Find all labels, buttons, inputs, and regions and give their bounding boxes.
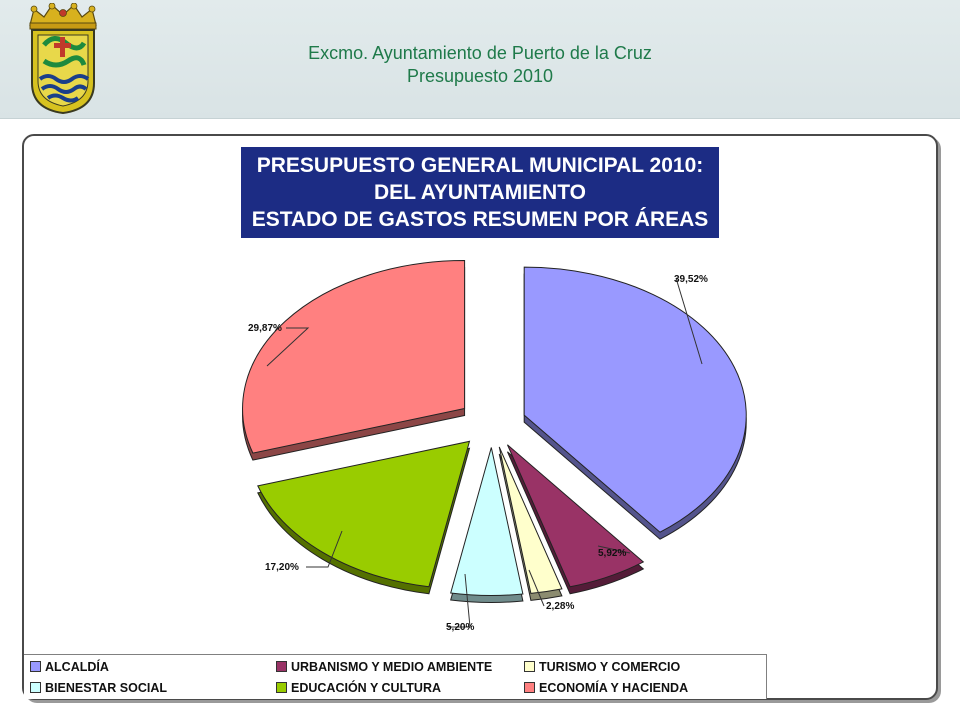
document-subtitle: Presupuesto 2010 bbox=[406, 66, 554, 86]
legend-label: ECONOMÍA Y HACIENDA bbox=[539, 681, 689, 695]
header-bar: Excmo. Ayuntamiento de Puerto de la Cruz… bbox=[0, 0, 960, 119]
legend-label: URBANISMO Y MEDIO AMBIENTE bbox=[291, 660, 493, 674]
legend-swatch bbox=[276, 682, 287, 694]
leader-line-4 bbox=[306, 530, 343, 568]
slice-label-3: 5,20% bbox=[446, 622, 474, 633]
slice-label-5: 29,87% bbox=[248, 323, 282, 334]
legend-item-5: ECONOMÍA Y HACIENDA bbox=[524, 679, 688, 697]
leader-line-2 bbox=[528, 569, 545, 607]
pie-slice-1 bbox=[507, 444, 645, 588]
slice-label-2: 2,28% bbox=[546, 601, 574, 612]
organization-name: Excmo. Ayuntamiento de Puerto de la Cruz bbox=[308, 43, 652, 63]
pie-slice-3 bbox=[450, 447, 524, 596]
legend-item-0: ALCALDÍA bbox=[30, 658, 109, 676]
legend-swatch bbox=[30, 661, 41, 673]
leader-line-0 bbox=[675, 277, 703, 365]
leader-line-1 bbox=[597, 545, 631, 554]
legend-swatch bbox=[30, 682, 41, 694]
legend-swatch bbox=[524, 661, 535, 673]
chart-title-line-2: DEL AYUNTAMIENTO bbox=[374, 181, 586, 204]
legend-item-4: EDUCACIÓN Y CULTURA bbox=[276, 679, 441, 697]
chart-title-line-1: PRESUPUESTO GENERAL MUNICIPAL 2010: bbox=[256, 154, 704, 177]
legend-item-3: BIENESTAR SOCIAL bbox=[30, 679, 167, 697]
coat-of-arms-icon bbox=[29, 3, 97, 115]
pie-slice-0 bbox=[523, 266, 747, 533]
leader-line-5 bbox=[266, 327, 310, 367]
legend-item-2: TURISMO Y COMERCIO bbox=[524, 658, 680, 676]
pie-slice-5 bbox=[242, 259, 466, 454]
chart-title-line-3: ESTADO DE GASTOS RESUMEN POR ÁREAS bbox=[251, 208, 709, 231]
pie-chart: 39,52% 5,92% 2,28% 5,20% 17,20% 29,87% bbox=[242, 259, 747, 633]
pie-slice-4 bbox=[257, 440, 471, 588]
chart-panel: PRESUPUESTO GENERAL MUNICIPAL 2010: DEL … bbox=[22, 134, 938, 700]
slice-label-0: 39,52% bbox=[674, 274, 708, 285]
legend-label: BIENESTAR SOCIAL bbox=[45, 681, 167, 695]
legend-label: TURISMO Y COMERCIO bbox=[539, 660, 681, 674]
legend-swatch bbox=[276, 661, 287, 673]
legend-label: EDUCACIÓN Y CULTURA bbox=[291, 681, 442, 695]
legend-label: ALCALDÍA bbox=[45, 660, 109, 674]
header-title: Excmo. Ayuntamiento de Puerto de la Cruz… bbox=[150, 42, 810, 88]
slice-label-4: 17,20% bbox=[265, 562, 299, 573]
chart-legend: ALCALDÍA URBANISMO Y MEDIO AMBIENTE TURISM… bbox=[24, 654, 767, 699]
pie-slice-2 bbox=[498, 446, 563, 594]
legend-swatch bbox=[524, 682, 535, 694]
chart-title: PRESUPUESTO GENERAL MUNICIPAL 2010: DEL … bbox=[241, 147, 719, 238]
slice-label-1: 5,92% bbox=[598, 548, 626, 559]
leader-line-3 bbox=[448, 573, 471, 628]
legend-item-1: URBANISMO Y MEDIO AMBIENTE bbox=[276, 658, 492, 676]
